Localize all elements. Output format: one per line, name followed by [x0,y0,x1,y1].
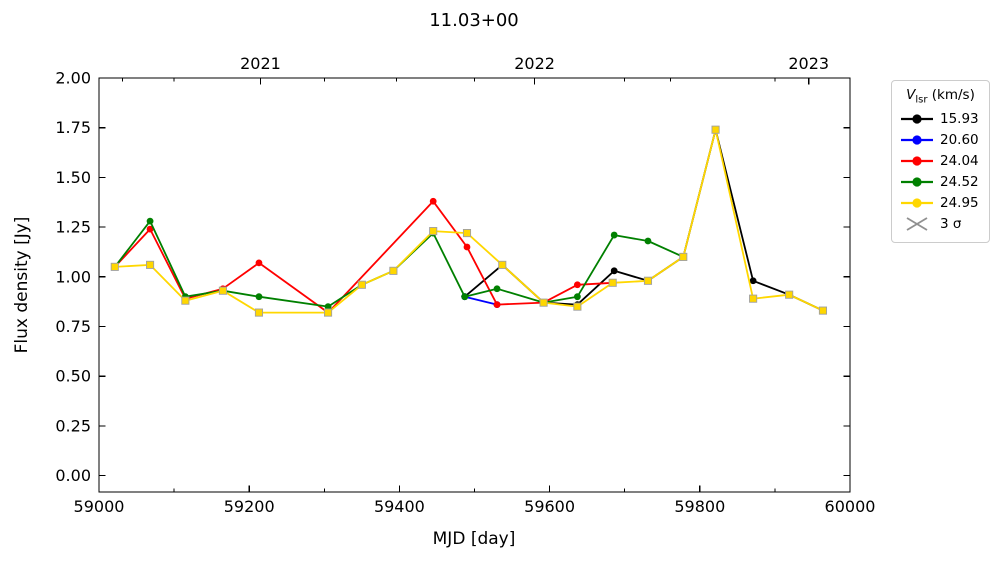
legend-entry-24-04: 24.04 [892,151,989,172]
legend-marker-icon [901,114,933,124]
data-point-24.04 [146,225,154,233]
data-point-24.95 [429,227,438,236]
data-point-24.52 [573,293,581,301]
legend-marker-icon [901,156,933,166]
legend-title-sub: lsr [915,94,928,106]
data-point-24.95 [711,125,720,134]
y-axis-label: Flux density [Jy] [12,217,32,354]
series-line-15.93 [463,128,824,312]
data-point-24.52 [610,231,618,239]
data-point-24.04 [463,243,471,251]
data-point-24.95 [389,266,398,275]
y-tick-label: 1.25 [55,218,91,237]
x-axis-label: MJD [day] [433,529,516,549]
series-line-24.04 [113,200,614,314]
legend-entry-15-93: 15.93 [892,109,989,130]
legend: Vlsr (km/s) 15.93 20.60 24.04 24.52 24.95 3 σ [891,80,990,243]
year-tick-label: 2022 [514,54,555,73]
y-tick-label: 0.75 [55,317,91,336]
legend-entry-label: 24.95 [940,195,979,212]
legend-marker-icon [901,135,933,145]
data-point-24.95 [643,276,653,285]
data-point-24.04 [255,259,263,267]
data-point-24.04 [573,281,581,289]
axes-frame [98,77,851,493]
legend-title-var: V [906,87,916,103]
data-point-15.93 [749,277,757,285]
legend-entry-label: 15.93 [940,111,979,128]
data-point-24.52 [461,293,469,301]
legend-marker-icon [901,177,933,187]
data-point-24.52 [324,303,332,311]
data-point-24.04 [493,301,501,309]
data-point-24.52 [493,285,501,293]
data-point-24.52 [644,237,652,245]
y-tick-label: 0.00 [55,466,91,485]
legend-entry-20-60: 20.60 [892,130,989,151]
sigma-marker-icon [906,217,928,231]
y-tick-label: 0.25 [55,416,91,435]
x-tick-label: 59200 [224,497,275,516]
data-point-24.95 [539,298,548,307]
legend-title: Vlsr (km/s) [892,87,989,106]
data-point-24.04 [429,197,437,205]
data-point-24.95 [110,262,119,271]
legend-marker-icon [901,198,933,208]
sigma-entry-label: 3 σ [940,216,962,233]
y-tick-label: 1.00 [55,267,91,286]
x-tick-label: 59400 [374,497,425,516]
x-tick-label: 59800 [674,497,725,516]
year-tick-label: 2023 [788,54,829,73]
data-point-24.95 [608,278,617,287]
legend-entry-label: 24.52 [940,174,979,191]
data-point-24.95 [357,280,366,289]
series-line-24.95 [113,128,824,314]
plot-area: 59000 59200 59400 59600 59800 60000 2021 2022 20… [55,54,875,516]
data-point-24.95 [218,286,227,295]
year-tick-label: 2021 [240,54,281,73]
data-point-24.95 [679,252,688,261]
legend-entry-24-52: 24.52 [892,172,989,193]
data-point-24.95 [324,308,333,317]
data-point-24.95 [498,260,507,269]
y-tick-label: 1.75 [55,118,91,137]
legend-entry-3-sigma: 3 σ [892,214,989,235]
data-point-24.95 [749,294,758,303]
data-point-15.93 [610,267,618,275]
legend-entry-label: 20.60 [940,132,979,149]
data-point-24.52 [146,217,154,225]
series-line-20.60 [463,295,498,306]
data-point-24.95 [254,308,264,317]
data-point-24.95 [181,296,190,305]
data-point-24.52 [255,293,263,301]
legend-entry-24-95: 24.95 [892,193,989,214]
y-tick-label: 1.50 [55,168,91,187]
legend-title-unit: (km/s) [927,87,975,103]
y-tick-label: 2.00 [55,69,91,88]
x-tick-label: 59000 [74,497,125,516]
x-tick-label: 60000 [825,497,876,516]
data-point-24.95 [462,229,472,238]
data-point-24.95 [146,260,155,269]
data-point-24.95 [573,302,582,311]
x-tick-label: 59600 [524,497,575,516]
data-point-24.95 [785,290,794,299]
legend-entry-label: 24.04 [940,153,979,170]
y-tick-label: 0.50 [55,367,91,386]
chart-title: 11.03+00 [429,10,519,31]
data-point-24.95 [818,306,828,315]
